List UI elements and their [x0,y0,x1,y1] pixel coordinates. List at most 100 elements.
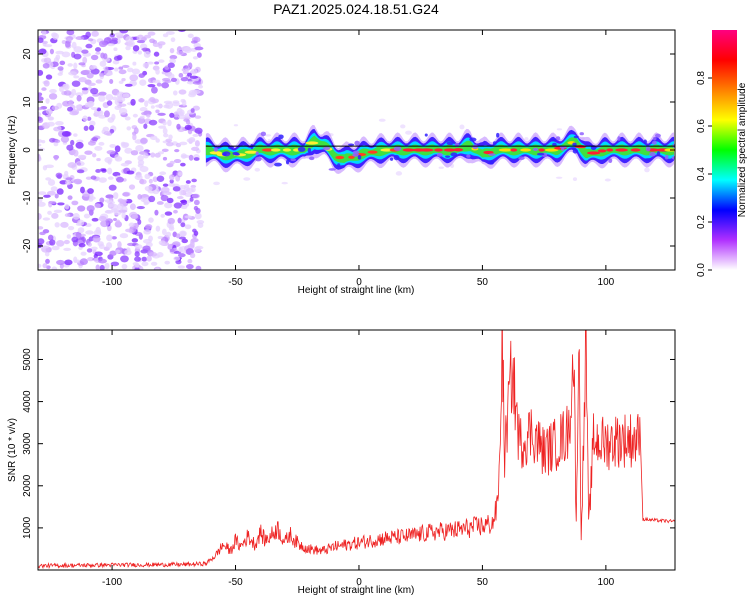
spectrogram-noise-blob [181,154,190,158]
ridge-speckle [389,157,394,161]
spectrogram-faint-blob [556,128,563,131]
colorbar-tick-label: 0.0 [696,263,707,277]
spectrogram-noise-blob [184,215,193,219]
spectrogram-noise-blob [170,77,177,82]
spectrogram-noise-blob [137,159,145,166]
spectrogram-noise-blob [51,266,58,270]
spectrogram-noise-blob [38,107,43,111]
ridge-speckle [617,136,621,141]
spectrogram-noise-blob [45,74,53,80]
spectrogram-noise-blob [194,46,204,51]
ridge-speckle [649,152,656,157]
spectrogram-noise-blob [49,239,56,246]
spectrogram-noise-blob [137,117,146,124]
spectrogram-noise-blob [121,212,126,219]
spectrogram-noise-blob [65,177,73,181]
spectrogram-noise-blob [102,126,110,132]
ridge-speckle [560,147,565,151]
spectrogram-noise-blob [188,154,194,161]
ridge-speckle [579,132,584,136]
spectrogram-noise-blob [117,198,124,203]
spectrogram-noise-blob [87,82,96,87]
ridge-peak [305,141,319,145]
spectrogram-noise-blob [158,43,163,49]
spectrogram-noise-blob [101,169,107,173]
spectrogram-faint-blob [555,176,563,179]
spectrogram-noise-blob [75,36,85,41]
spectrogram-noise-blob [163,100,173,105]
spectrogram-noise-blob [180,199,188,205]
spectrogram-noise-blob [70,139,75,146]
spectrogram-noise-blob [76,169,85,174]
spectrogram-noise-blob [106,242,113,249]
spectrogram-noise-blob [194,140,200,147]
spectrogram-noise-blob [147,61,154,65]
y-tick-label: 20 [22,48,33,60]
spectrogram-noise-blob [38,37,44,44]
spectrogram-noise-blob [194,115,202,119]
spectrogram-noise-blob [99,60,107,67]
spectrogram-noise-blob [67,225,75,231]
spectrogram-noise-blob [161,148,169,153]
spectrogram-noise-blob [141,256,148,262]
spectrogram-noise-blob [184,224,192,230]
spectrogram-noise-blob [60,135,70,143]
spectrogram-noise-blob [122,142,130,148]
colorbar-tick-label: 0.8 [696,71,707,85]
x-tick-label: 50 [477,277,489,288]
spectrogram-noise-blob [128,184,136,190]
spectrogram-noise-blob [118,107,128,115]
spectrogram-noise-blob [90,246,98,251]
spectrogram-noise-blob [73,75,80,79]
spectrogram-noise-blob [86,205,95,212]
spectrogram-faint-blob [213,181,220,186]
spectrogram-noise-blob [64,170,69,177]
y-tick-label: 5000 [22,348,33,371]
spectrogram-noise-blob [38,197,43,203]
ridge-speckle [446,141,454,146]
ridge-speckle [496,132,500,138]
spectrogram-noise-blob [112,59,120,65]
spectrogram-noise-blob [42,40,48,45]
spectrogram-noise-blob [172,186,181,192]
ridge-speckle [536,152,545,156]
spectrogram-noise-blob [64,203,70,210]
spectrogram-noise-blob [178,246,183,253]
spectrogram-noise-blob [125,36,133,44]
spectrogram-noise-blob [44,251,50,257]
spectrogram-noise-blob [126,67,134,73]
spectrogram-noise-blob [60,221,69,228]
spectrogram-noise-blob [194,127,203,134]
spectrogram-faint-blob [243,177,251,181]
spectrogram-noise-blob [106,72,113,76]
spectrogram-noise-blob [76,139,84,144]
spectrogram-noise-blob [174,149,180,153]
spectrogram-noise-blob [156,175,165,183]
ridge-speckle [492,141,497,145]
spectrogram-noise-blob [85,31,91,38]
spectrogram-noise-blob [105,209,112,214]
spectrogram-noise-blob [187,33,194,39]
spectrogram-noise-blob [71,200,79,206]
spectrogram-noise-blob [125,45,131,51]
y-tick-label: 2000 [22,474,33,497]
spectrogram-noise-blob [48,200,57,205]
spectrogram-noise-blob [170,37,176,43]
spectrogram-noise-blob [162,156,168,161]
spectrogram-noise-blob [122,93,130,98]
spectrogram-noise-blob [86,116,92,121]
spectrogram-noise-blob [90,175,97,180]
spectrogram-noise-blob [57,125,62,132]
spectrogram-noise-blob [47,234,54,241]
spectrogram-noise-blob [136,206,145,210]
ridge-peak [348,155,355,159]
spectrogram-noise-blob [75,104,81,109]
spectrogram-noise-blob [95,51,101,55]
spectrogram-noise-blob [148,217,154,223]
ridge-speckle [254,156,262,162]
spectrogram-noise-blob [130,150,139,156]
spectrogram-noise-blob [180,98,186,103]
spectrogram-noise-blob [193,246,202,253]
spectrogram-noise-blob [169,179,174,184]
